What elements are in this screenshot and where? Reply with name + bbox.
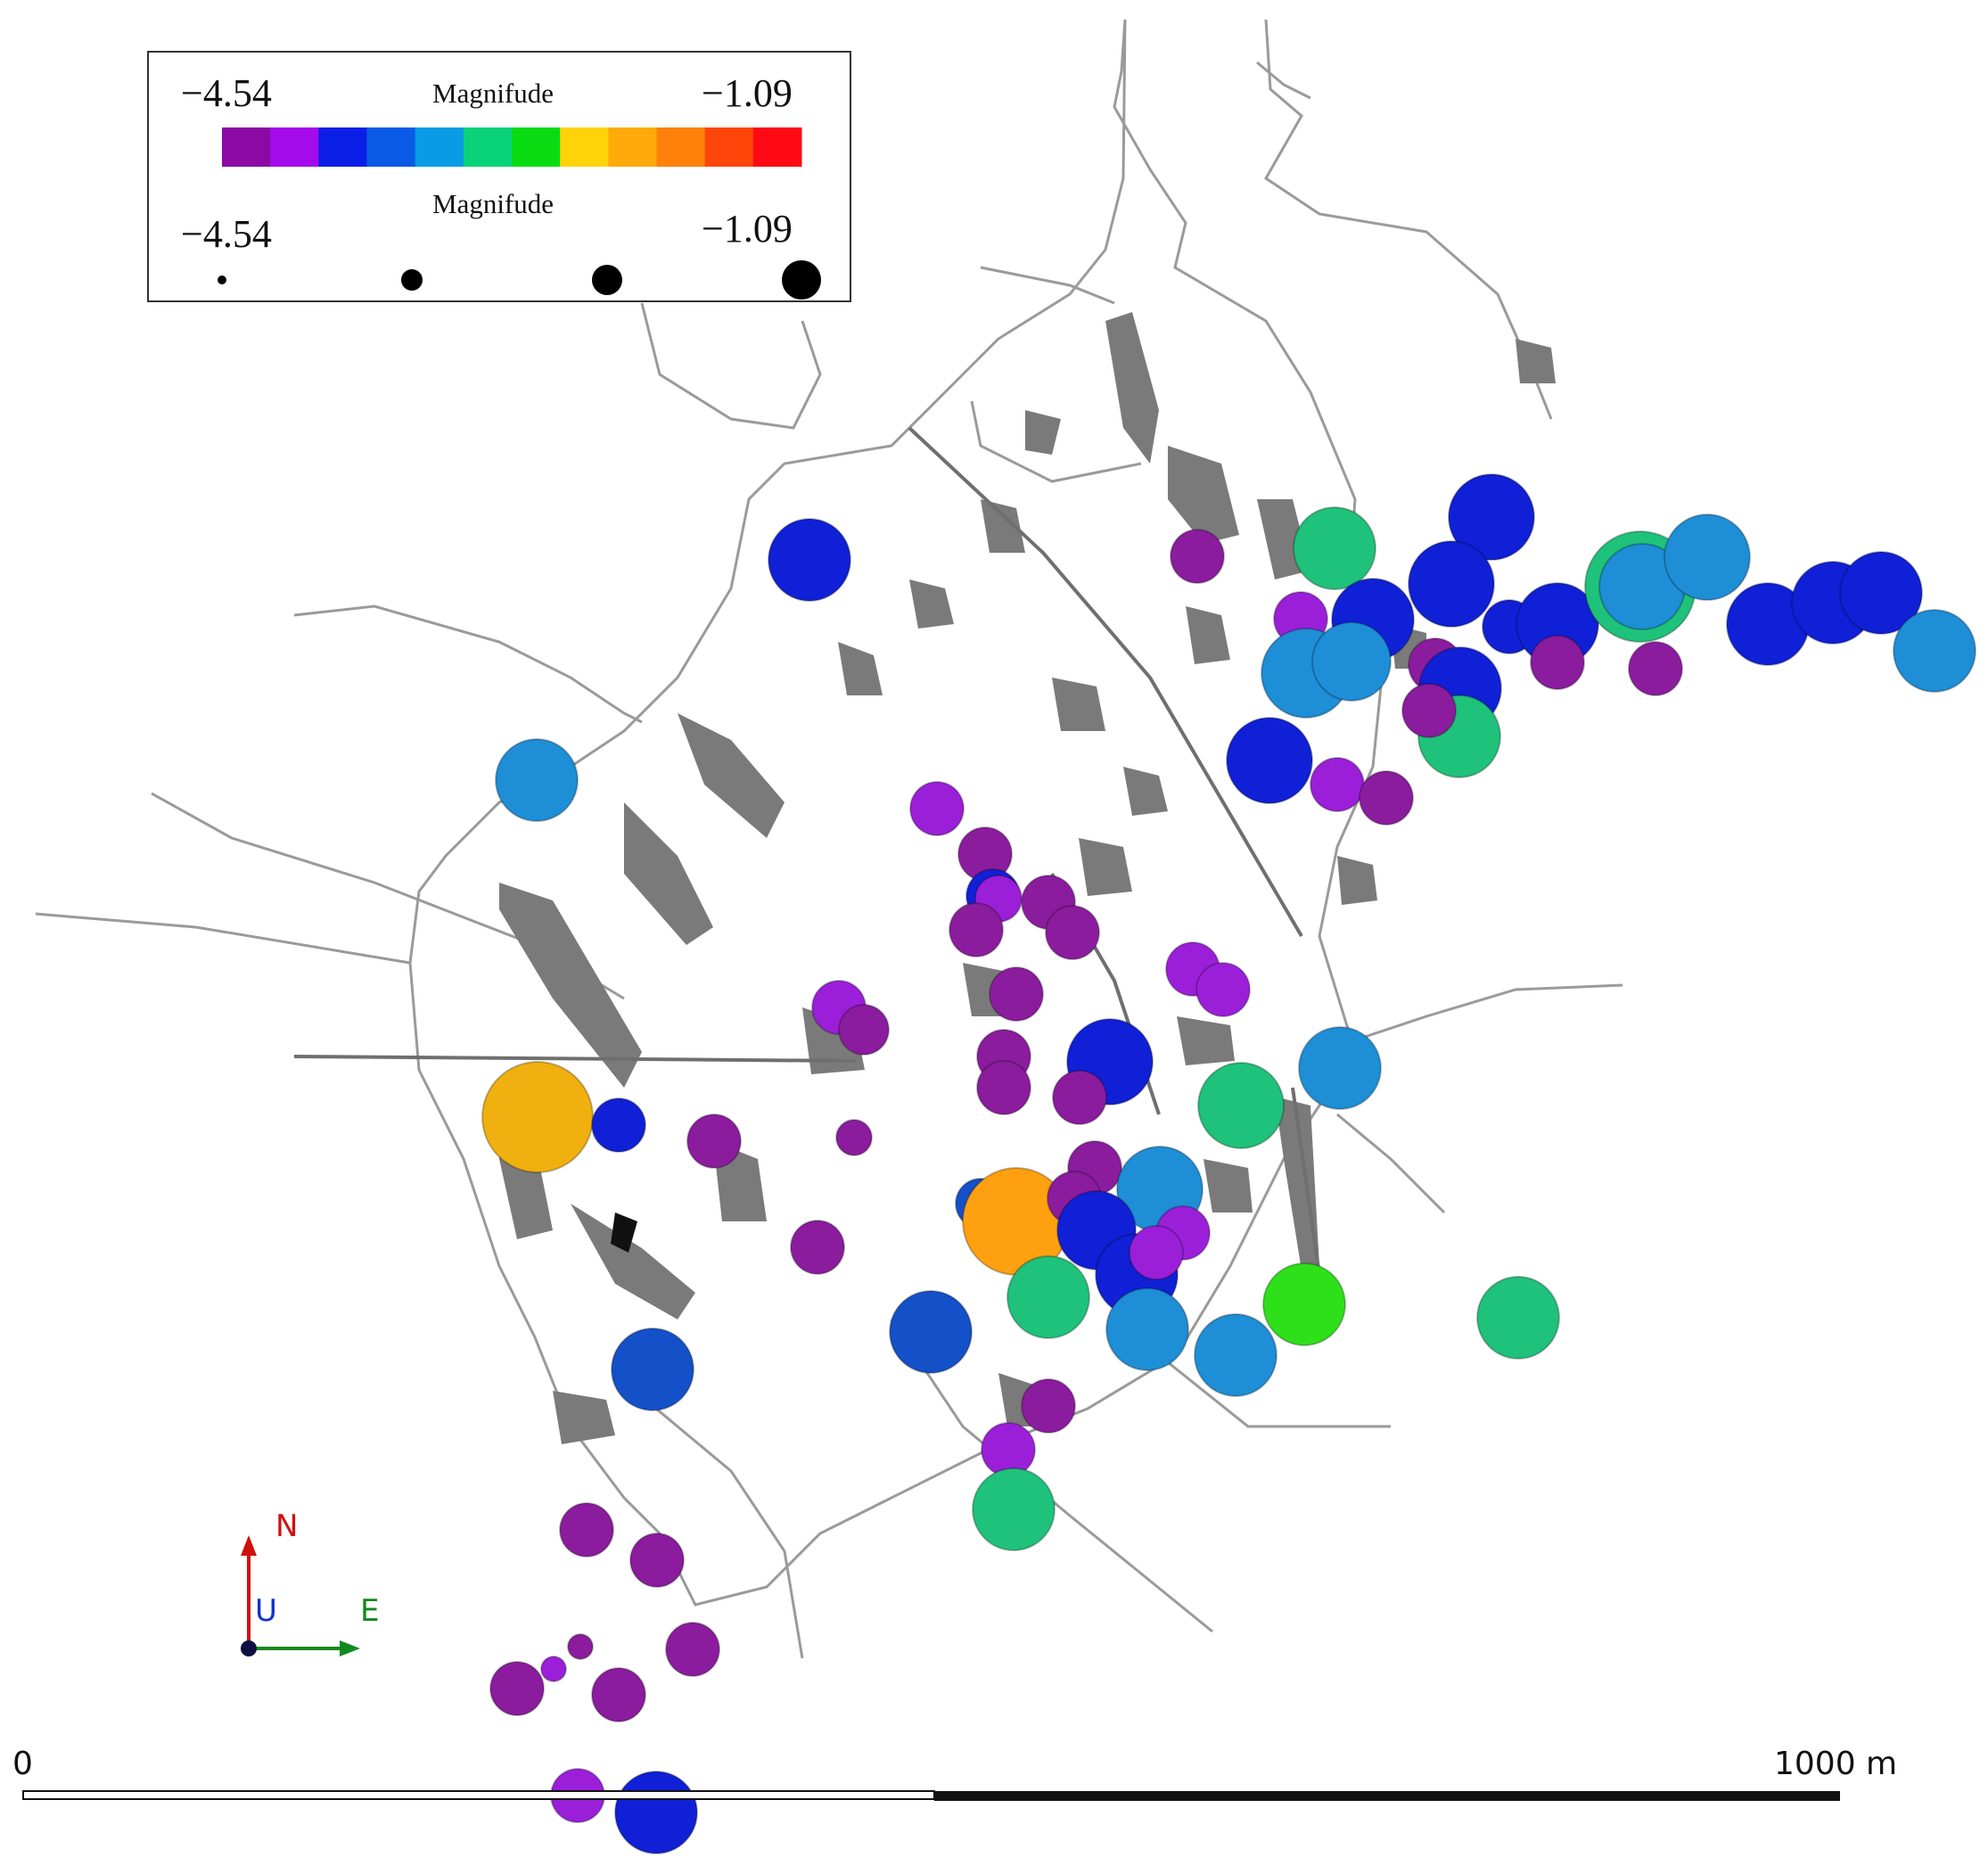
seismic-event-sphere [611, 1327, 694, 1411]
east-arrowhead [340, 1640, 360, 1656]
seismic-event-sphere [1664, 514, 1751, 601]
seismic-event-sphere [1401, 683, 1457, 738]
seismic-event-sphere [1195, 962, 1251, 1017]
size-legend-symbol [782, 260, 821, 300]
seismic-event-sphere [1052, 1070, 1107, 1125]
seismic-event-sphere [1194, 1313, 1277, 1397]
seismic-event-sphere [838, 1004, 890, 1056]
scale-bar [22, 1790, 1840, 1801]
color-scale-bar [222, 127, 802, 167]
seismic-event-sphere [1408, 540, 1495, 628]
scale-bar-end-label: 1000 m [1774, 1746, 1898, 1782]
seismic-event-sphere [591, 1097, 646, 1153]
seismic-event-sphere [1129, 1225, 1184, 1280]
seismic-event-sphere [976, 1060, 1031, 1115]
color-swatch [270, 127, 319, 167]
color-swatch [608, 127, 657, 167]
seismic-event-sphere [1298, 1026, 1382, 1110]
seismic-event-sphere [481, 1061, 594, 1173]
seismic-event-sphere [1262, 1262, 1346, 1346]
seismic-event-sphere [559, 1502, 614, 1558]
north-arrowhead [241, 1535, 257, 1556]
seismic-event-sphere [909, 781, 965, 836]
seismic-event-sphere [1448, 473, 1535, 561]
seismic-event-sphere [1293, 506, 1376, 590]
legend-swatches [218, 127, 821, 300]
scale-bar-start-label: 0 [12, 1746, 33, 1782]
seismic-event-sphere [540, 1656, 567, 1682]
seismic-event-sphere [1359, 770, 1414, 826]
seismic-event-sphere [1310, 757, 1365, 812]
seismic-event-sphere [889, 1290, 973, 1374]
east-label: E [360, 1593, 380, 1629]
size-scale-min-label: −4.54 [181, 212, 272, 256]
color-swatch [318, 127, 367, 167]
orientation-axes [241, 1535, 360, 1656]
color-swatch [366, 127, 416, 167]
seismic-event-sphere [1311, 621, 1392, 702]
seismic-event-sphere [1197, 1062, 1285, 1149]
color-swatch [415, 127, 464, 167]
size-scale-title: Magnifude [432, 188, 555, 219]
color-swatch [704, 127, 754, 167]
size-scale-max-label: −1.09 [702, 207, 793, 251]
color-swatch [752, 127, 802, 167]
color-scale-title: Magnifude [432, 78, 555, 109]
seismic-event-sphere [495, 738, 579, 822]
size-legend-symbol [401, 269, 423, 291]
seismic-event-sphere [1170, 529, 1225, 584]
seismic-event-sphere [629, 1533, 685, 1588]
color-swatch [656, 127, 706, 167]
seismic-event-sphere [1226, 717, 1313, 804]
seismic-event-sphere [1839, 551, 1923, 635]
seismic-event-sphere [591, 1667, 646, 1722]
seismic-event-sphere [665, 1622, 720, 1677]
seismic-event-sphere [790, 1220, 845, 1275]
mine-workings [499, 312, 1556, 1444]
color-scale-max-label: −1.09 [702, 71, 793, 115]
legend-box: −4.54 Magnifude −1.09 Magnifude −4.54 −1… [147, 51, 851, 302]
size-legend-symbol [218, 275, 226, 284]
seismic-event-sphere [567, 1633, 594, 1660]
seismic-event-sphere [989, 966, 1044, 1022]
seismic-event-sphere [1893, 609, 1976, 693]
color-swatch [463, 127, 513, 167]
color-swatch [512, 127, 561, 167]
seismic-event-sphere [768, 518, 851, 602]
seismic-event-sphere [489, 1661, 545, 1716]
scale-bar-white-segment [22, 1790, 935, 1800]
seismic-event-sphere [1530, 635, 1585, 690]
seismic-event-sphere [1105, 1287, 1189, 1371]
seismic-events [481, 473, 1976, 1854]
seismic-event-sphere [1476, 1276, 1560, 1360]
color-swatch [222, 127, 271, 167]
scale-bar-black-segment [934, 1791, 1840, 1801]
up-axis-dot [241, 1640, 257, 1656]
seismic-event-sphere [1045, 905, 1100, 960]
seismic-event-sphere [835, 1119, 873, 1156]
color-scale-min-label: −4.54 [181, 71, 272, 115]
size-legend-symbol [592, 265, 622, 295]
seismic-event-sphere [614, 1771, 698, 1854]
size-scale-symbols [218, 260, 821, 300]
seismic-event-sphere [1628, 641, 1683, 696]
mine-outline [35, 19, 1623, 1659]
seismic-event-sphere [686, 1114, 742, 1169]
seismic-event-sphere [1006, 1255, 1090, 1339]
color-swatch [560, 127, 609, 167]
seismic-event-sphere [972, 1467, 1056, 1551]
seismic-event-sphere [949, 902, 1004, 958]
up-label: U [255, 1593, 277, 1629]
north-label: N [275, 1508, 299, 1544]
seismic-event-sphere [1021, 1378, 1076, 1434]
